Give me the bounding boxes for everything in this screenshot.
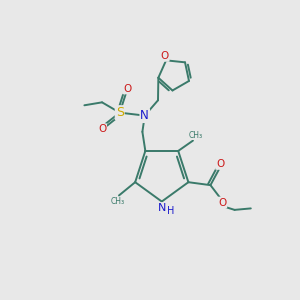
Text: CH₃: CH₃ xyxy=(189,131,203,140)
Text: O: O xyxy=(216,159,224,169)
Text: N: N xyxy=(140,109,149,122)
Text: O: O xyxy=(160,51,169,61)
Text: O: O xyxy=(98,124,106,134)
Text: O: O xyxy=(218,197,226,208)
Text: N: N xyxy=(158,203,166,213)
Text: CH₃: CH₃ xyxy=(110,197,124,206)
Text: H: H xyxy=(167,206,175,216)
Text: S: S xyxy=(116,106,124,119)
Text: O: O xyxy=(123,83,131,94)
